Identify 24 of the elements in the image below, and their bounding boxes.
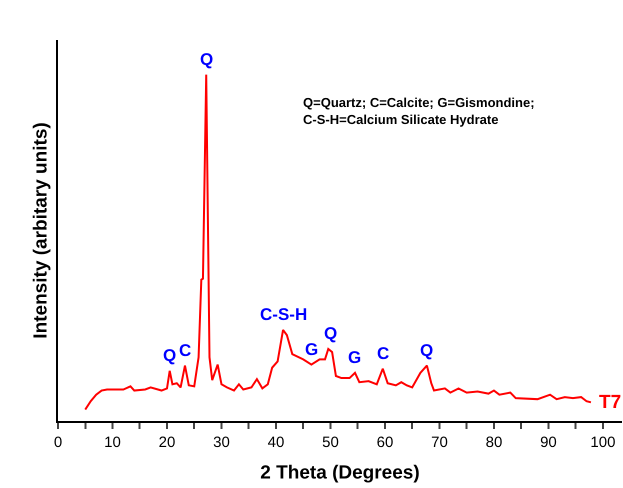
x-tick-label: 20 <box>158 434 176 451</box>
x-tick-label: 10 <box>104 434 121 451</box>
annotation: Q=Quartz; C=Calcite; G=Gismondine; C-S-H=Calcium Silicate Hydrate <box>303 95 535 127</box>
annotation: C-S-H <box>260 305 308 324</box>
x-tick-label: 70 <box>431 434 448 451</box>
annotation: Q <box>163 346 176 365</box>
x-tick-label: 40 <box>268 434 284 451</box>
x-axis-title: 2 Theta (Degrees) <box>260 462 420 484</box>
x-tick-label: 0 <box>54 434 62 451</box>
series-label: T7 <box>599 392 622 413</box>
annotation: Q <box>420 341 434 360</box>
annotation: Q <box>324 324 338 343</box>
y-axis-title: Intensity (arbitary units) <box>30 122 52 339</box>
annotation: C <box>377 344 390 363</box>
x-tick-label: 30 <box>213 434 230 451</box>
x-tick-label: 60 <box>376 434 394 451</box>
x-tick-label: 100 <box>590 434 616 451</box>
x-tick-label: 80 <box>486 434 502 451</box>
annotation: G <box>305 340 318 359</box>
x-tick-label: 50 <box>322 434 339 451</box>
annotation: G <box>348 348 362 367</box>
x-tick-label: 90 <box>540 434 557 451</box>
annotation: C <box>179 341 192 360</box>
annotation: Q <box>200 50 214 69</box>
